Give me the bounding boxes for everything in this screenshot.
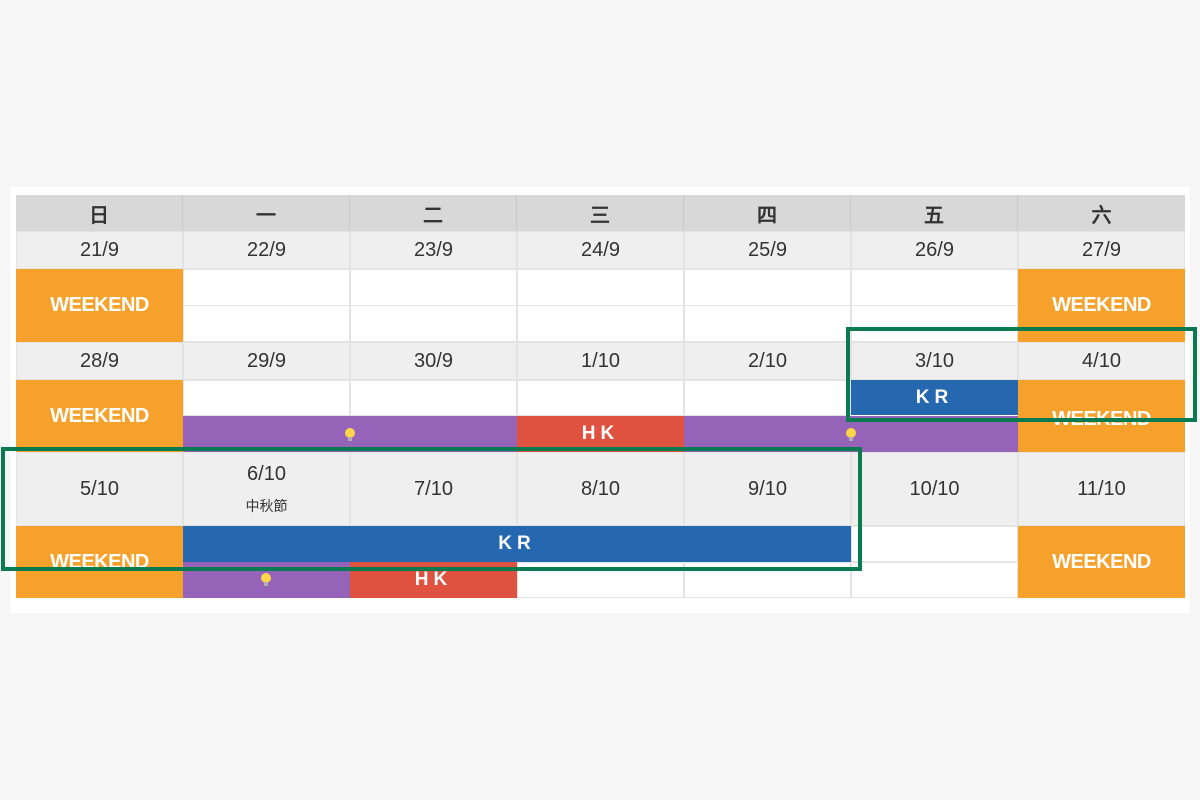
- weekend-block[interactable]: WEEKEND: [1018, 380, 1185, 452]
- event-slot[interactable]: [851, 305, 1018, 342]
- weekend-block[interactable]: WEEKEND: [16, 380, 183, 452]
- date-cell[interactable]: 5/10: [16, 452, 183, 526]
- event-slot[interactable]: [684, 269, 851, 306]
- lightbulb-icon: [345, 428, 355, 441]
- date-cell[interactable]: 25/9: [684, 231, 851, 269]
- weekend-block[interactable]: WEEKEND: [1018, 269, 1185, 342]
- event-slot[interactable]: [183, 380, 350, 416]
- date-cell[interactable]: 8/10: [517, 452, 684, 526]
- date-cell[interactable]: 2/10: [684, 342, 851, 380]
- purple-event-bar[interactable]: [183, 562, 350, 598]
- weekday-header-tue: 二: [350, 195, 517, 231]
- weekday-header-wed: 三: [517, 195, 684, 231]
- event-slot[interactable]: [684, 562, 851, 598]
- weekend-block[interactable]: WEEKEND: [16, 269, 183, 342]
- calendar: 日 一 二 三 四 五 六 21/9 22/9 23/9 24/9 25/9 2…: [10, 187, 1190, 613]
- event-slot[interactable]: [517, 305, 684, 342]
- date-cell[interactable]: 21/9: [16, 231, 183, 269]
- event-slot[interactable]: [851, 526, 1018, 562]
- event-slot[interactable]: [851, 269, 1018, 306]
- date-cell[interactable]: 28/9: [16, 342, 183, 380]
- date-cell[interactable]: 26/9: [851, 231, 1018, 269]
- hk-event-bar[interactable]: HK: [350, 562, 517, 598]
- kr-event-bar[interactable]: KR: [183, 526, 851, 562]
- event-slot[interactable]: [517, 269, 684, 306]
- weekend-label: WEEKEND: [1052, 408, 1151, 430]
- event-slot[interactable]: [851, 562, 1018, 598]
- event-slot[interactable]: [517, 380, 684, 416]
- date-cell[interactable]: 24/9: [517, 231, 684, 269]
- date-label: 6/10: [247, 462, 286, 485]
- event-slot[interactable]: [350, 305, 517, 342]
- event-slot[interactable]: [517, 562, 684, 598]
- date-cell[interactable]: 7/10: [350, 452, 517, 526]
- weekday-header-thu: 四: [684, 195, 851, 231]
- weekend-block[interactable]: WEEKEND: [1018, 526, 1185, 598]
- event-slot[interactable]: [183, 269, 350, 306]
- weekday-header-mon: 一: [183, 195, 350, 231]
- event-slot[interactable]: [183, 305, 350, 342]
- lightbulb-icon: [261, 573, 271, 586]
- date-cell[interactable]: 3/10: [851, 342, 1018, 380]
- weekend-label: WEEKEND: [50, 551, 149, 573]
- date-cell[interactable]: 6/10 中秋節: [183, 452, 350, 526]
- date-cell[interactable]: 9/10: [684, 452, 851, 526]
- holiday-label: 中秋節: [245, 497, 288, 514]
- date-cell[interactable]: 29/9: [183, 342, 350, 380]
- kr-event-bar[interactable]: KR: [851, 380, 1018, 415]
- date-cell[interactable]: 22/9: [183, 231, 350, 269]
- hk-event-bar[interactable]: HK: [517, 416, 684, 452]
- date-cell[interactable]: 4/10: [1018, 342, 1185, 380]
- date-cell[interactable]: 30/9: [350, 342, 517, 380]
- event-slot[interactable]: [350, 269, 517, 306]
- purple-event-bar[interactable]: [183, 416, 517, 452]
- lightbulb-icon: [846, 428, 856, 441]
- event-slot[interactable]: [684, 305, 851, 342]
- date-cell[interactable]: 23/9: [350, 231, 517, 269]
- event-slot[interactable]: [350, 380, 517, 416]
- weekday-header-fri: 五: [851, 195, 1018, 231]
- weekday-header-sun: 日: [16, 195, 183, 231]
- date-cell[interactable]: 10/10: [851, 452, 1018, 526]
- date-cell[interactable]: 27/9: [1018, 231, 1185, 269]
- weekend-block[interactable]: WEEKEND: [16, 526, 183, 598]
- date-cell[interactable]: 1/10: [517, 342, 684, 380]
- purple-event-bar[interactable]: [684, 416, 1018, 452]
- date-cell[interactable]: 11/10: [1018, 452, 1185, 526]
- weekday-header-sat: 六: [1018, 195, 1185, 231]
- event-slot[interactable]: [684, 380, 851, 416]
